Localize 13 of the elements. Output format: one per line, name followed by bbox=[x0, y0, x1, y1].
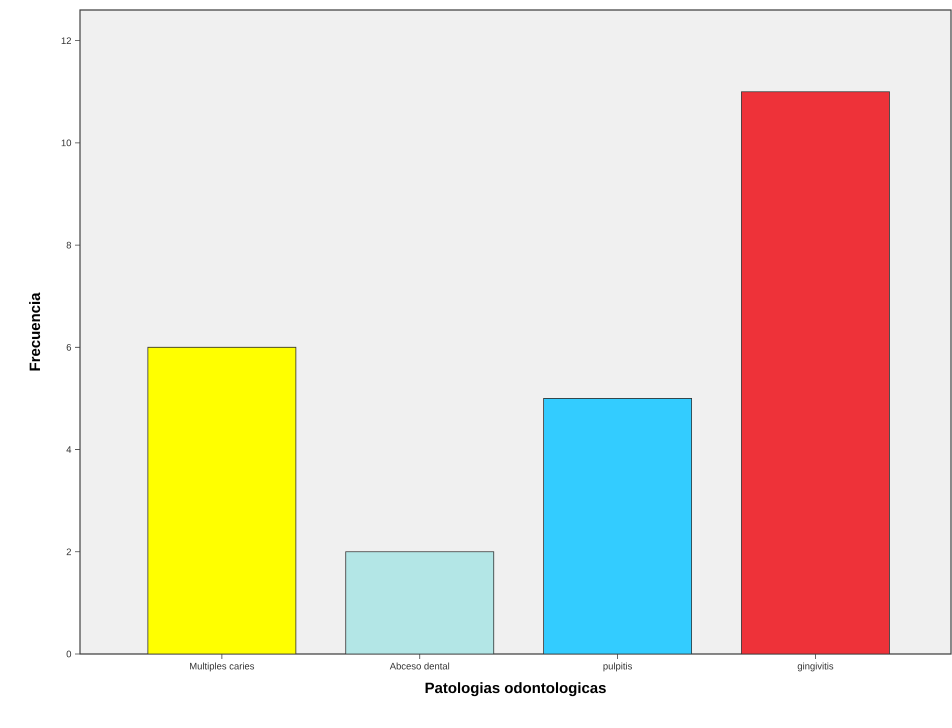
y-tick-label: 2 bbox=[66, 548, 72, 556]
x-axis-title: Patologias odontologicas bbox=[426, 682, 606, 696]
y-axis-title: Frecuencia bbox=[29, 292, 40, 370]
y-tick-label: 8 bbox=[66, 242, 72, 248]
x-tick-label: Multiples caries bbox=[190, 662, 254, 672]
y-tick-label: 0 bbox=[66, 650, 72, 658]
y-tick-label: 4 bbox=[66, 446, 72, 453]
y-tick-label: 12 bbox=[62, 37, 72, 44]
y-tick-label: 10 bbox=[62, 140, 72, 146]
x-tick-label: gingivitis bbox=[798, 662, 834, 672]
x-tick-label: Abceso dental bbox=[390, 662, 450, 670]
x-tick-label: pulpitis bbox=[603, 662, 632, 672]
y-tick-label: 6 bbox=[66, 344, 72, 351]
